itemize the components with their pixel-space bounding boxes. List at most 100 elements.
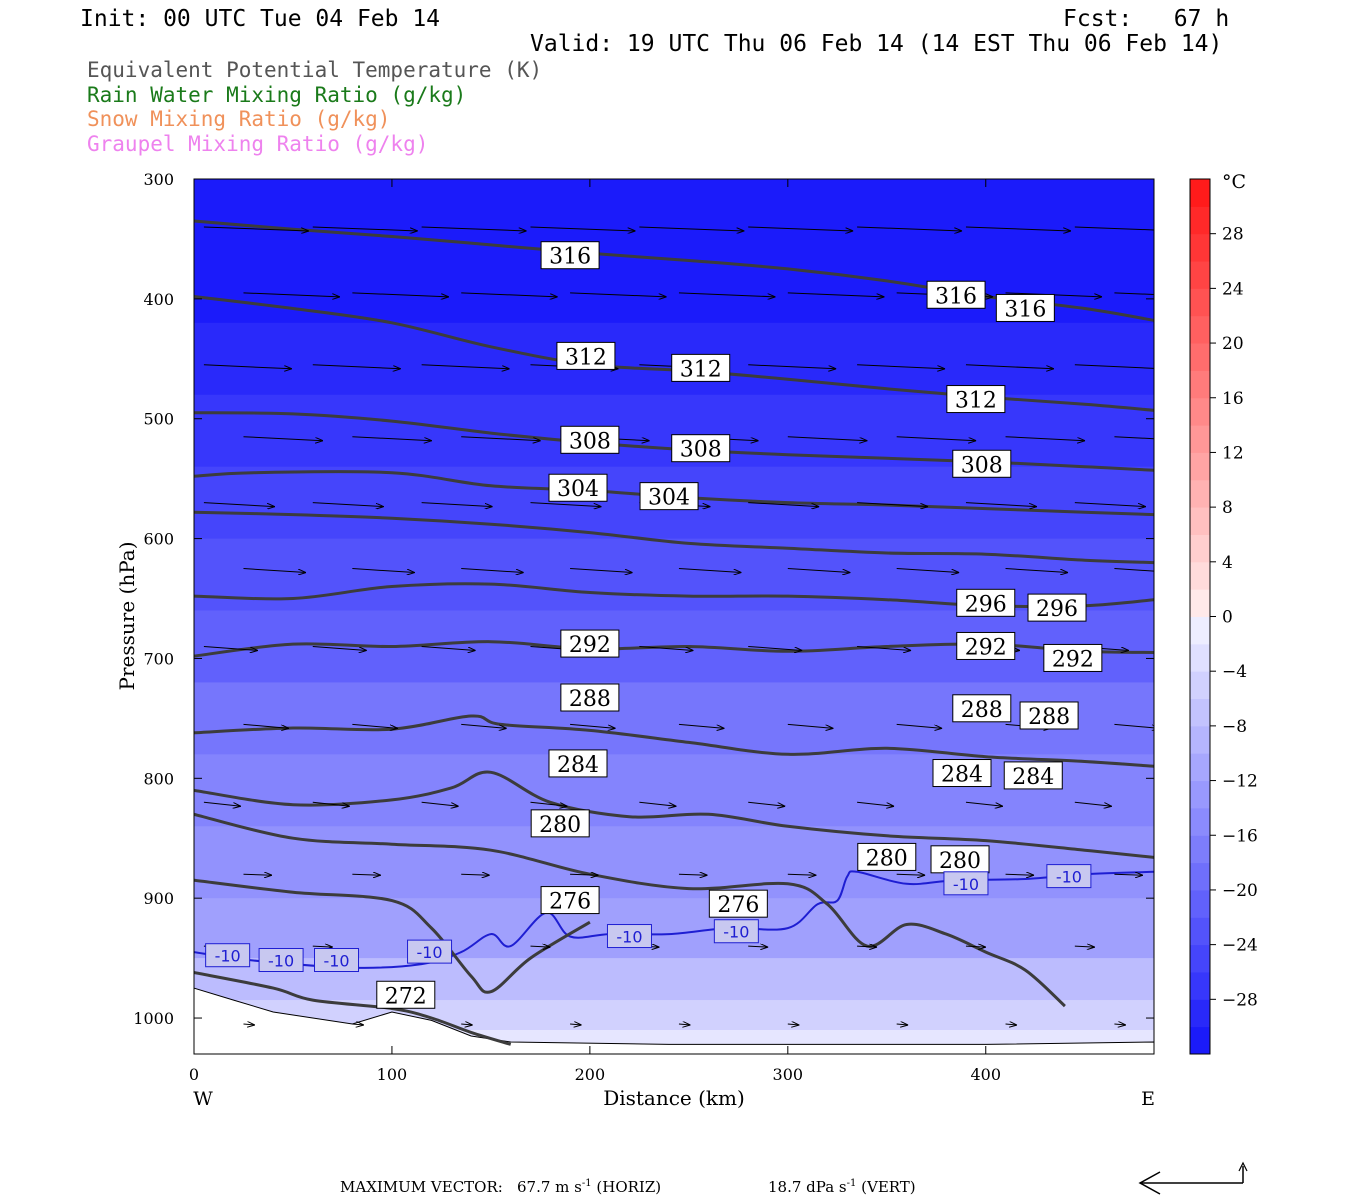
- contour-label: 288: [569, 687, 611, 712]
- legend-graupel: Graupel Mixing Ratio (g/kg): [87, 132, 429, 156]
- colorbar-swatch: [1190, 370, 1210, 399]
- colorbar-swatch: [1190, 999, 1210, 1028]
- wind-vector: [1005, 1024, 1018, 1025]
- colorbar-swatch: [1190, 315, 1210, 344]
- wind-vector: [421, 226, 527, 231]
- wind-vector: [243, 292, 339, 297]
- max-vector-label: MAXIMUM VECTOR:: [340, 1178, 503, 1196]
- colorbar-tick-label: −24: [1222, 936, 1258, 956]
- colorbar-tick-label: −4: [1222, 662, 1247, 682]
- colorbar-tick-label: −28: [1222, 990, 1258, 1010]
- contour-label-box: [932, 759, 992, 788]
- wind-vector: [312, 226, 418, 231]
- colorbar-tick-label: −16: [1222, 826, 1258, 846]
- colorbar-tick-label: 24: [1222, 279, 1244, 299]
- colorbar-swatch: [1190, 534, 1210, 563]
- wind-vector: [965, 801, 1003, 806]
- wind-vector: [896, 874, 926, 875]
- wind-vector: [965, 364, 1054, 369]
- colorbar-swatch: [1190, 616, 1210, 645]
- contour-label: 280: [866, 846, 908, 871]
- wind-vector: [896, 723, 943, 728]
- axes: 0 100 200 300 400 300 400 500 600 700 800 900 1000: [133, 170, 1154, 1084]
- wind-vector: [461, 436, 541, 441]
- isotherm-label-box: [407, 939, 453, 964]
- max-vector-horizontal-value: 67.7 m s: [517, 1178, 582, 1196]
- contour-label: 292: [965, 635, 1007, 660]
- wind-vector: [857, 364, 945, 369]
- y-tick-label: 400: [143, 290, 174, 309]
- isotherm-label-box: [713, 919, 759, 944]
- wind-vector: [787, 568, 851, 573]
- contour-label: 288: [961, 698, 1003, 723]
- colorbar-tick-label: −8: [1222, 717, 1247, 737]
- contour-label-box: [995, 293, 1055, 322]
- contour-label-box: [639, 482, 699, 511]
- wind-vector: [896, 1024, 909, 1025]
- legend-theta-e: Equivalent Potential Temperature (K): [87, 58, 543, 82]
- colorbar-swatch: [1190, 671, 1210, 700]
- wind-vector: [1074, 364, 1154, 369]
- isotherm-label: -10: [953, 875, 979, 894]
- temperature-band: [194, 179, 1154, 324]
- wind-vector: [243, 436, 322, 441]
- y-axis-label: Pressure (hPa): [115, 542, 139, 691]
- contour-label: 292: [1052, 647, 1094, 672]
- wind-vector: [1005, 436, 1086, 441]
- isotherm-label: -10: [616, 928, 642, 947]
- contour-label: 304: [557, 477, 599, 502]
- wind-vector: [1005, 874, 1035, 875]
- contour-label: 312: [565, 345, 607, 370]
- contour-label: 272: [385, 984, 427, 1009]
- contour-label: 308: [680, 438, 722, 463]
- colorbar-tick-label: 20: [1222, 334, 1244, 354]
- x-tick-label: 400: [970, 1065, 1001, 1084]
- valid-time: Valid: 19 UTC Thu 06 Feb 14 (14 EST Thu …: [530, 31, 1223, 57]
- wind-vector: [203, 502, 275, 507]
- contour-label: 292: [569, 633, 611, 658]
- colorbar-swatch: [1190, 479, 1210, 508]
- y-tick-label: 300: [143, 170, 174, 189]
- wind-vector: [965, 502, 1037, 507]
- colorbar-swatch: [1190, 971, 1210, 1000]
- wind-vector: [461, 1024, 473, 1025]
- wind-vector: [203, 645, 258, 650]
- colorbar-swatch: [1190, 343, 1210, 371]
- wind-vector: [461, 874, 490, 875]
- contour-label: 316: [549, 245, 591, 270]
- isotherm-label-box: [258, 948, 304, 973]
- contour-label-box: [926, 280, 986, 309]
- colorbar-swatch: [1190, 1026, 1210, 1055]
- isotherm-label: -10: [323, 952, 349, 971]
- wind-vector: [787, 723, 834, 728]
- contour-label: 308: [569, 429, 611, 454]
- isotherm-label: -10: [215, 947, 241, 966]
- contour-label: 280: [939, 849, 981, 874]
- legend-rain: Rain Water Mixing Ratio (g/kg): [87, 83, 467, 107]
- wind-vector: [421, 801, 459, 806]
- contour-label-box: [956, 588, 1016, 617]
- isotherm-label: -10: [416, 943, 442, 962]
- wind-vector: [352, 874, 381, 875]
- wind-vector: [896, 436, 977, 441]
- wind-vector: [748, 645, 802, 650]
- contour-label-box: [952, 449, 1012, 478]
- colorbar-unit: °C: [1222, 171, 1246, 193]
- contour-label-box: [560, 629, 620, 658]
- contour-label: 296: [965, 592, 1007, 617]
- wind-vector: [1114, 723, 1154, 728]
- contour-label-box: [548, 473, 608, 502]
- contour-label: 296: [1036, 597, 1078, 622]
- isotherm-label-box: [314, 948, 360, 973]
- colorbar-swatch: [1190, 917, 1210, 946]
- colorbar-swatch: [1190, 261, 1210, 289]
- wind-vector: [243, 568, 305, 573]
- wind-vector: [748, 226, 853, 231]
- max-vector-horizontal-tag: (HORIZ): [596, 1178, 662, 1196]
- contour-label-box: [1003, 761, 1063, 790]
- terrain-surface: [194, 987, 1154, 1054]
- colorbar-swatch: [1190, 288, 1210, 317]
- contour-label-box: [952, 694, 1012, 723]
- wind-vector: [352, 723, 398, 728]
- contour-label-box: [671, 434, 731, 463]
